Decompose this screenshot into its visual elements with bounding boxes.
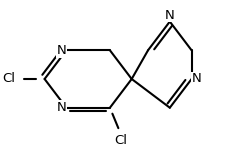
Text: N: N (56, 101, 66, 114)
Text: N: N (164, 9, 174, 22)
Text: N: N (56, 44, 66, 57)
Text: Cl: Cl (114, 134, 127, 147)
Text: Cl: Cl (2, 73, 15, 85)
Text: N: N (191, 73, 200, 85)
